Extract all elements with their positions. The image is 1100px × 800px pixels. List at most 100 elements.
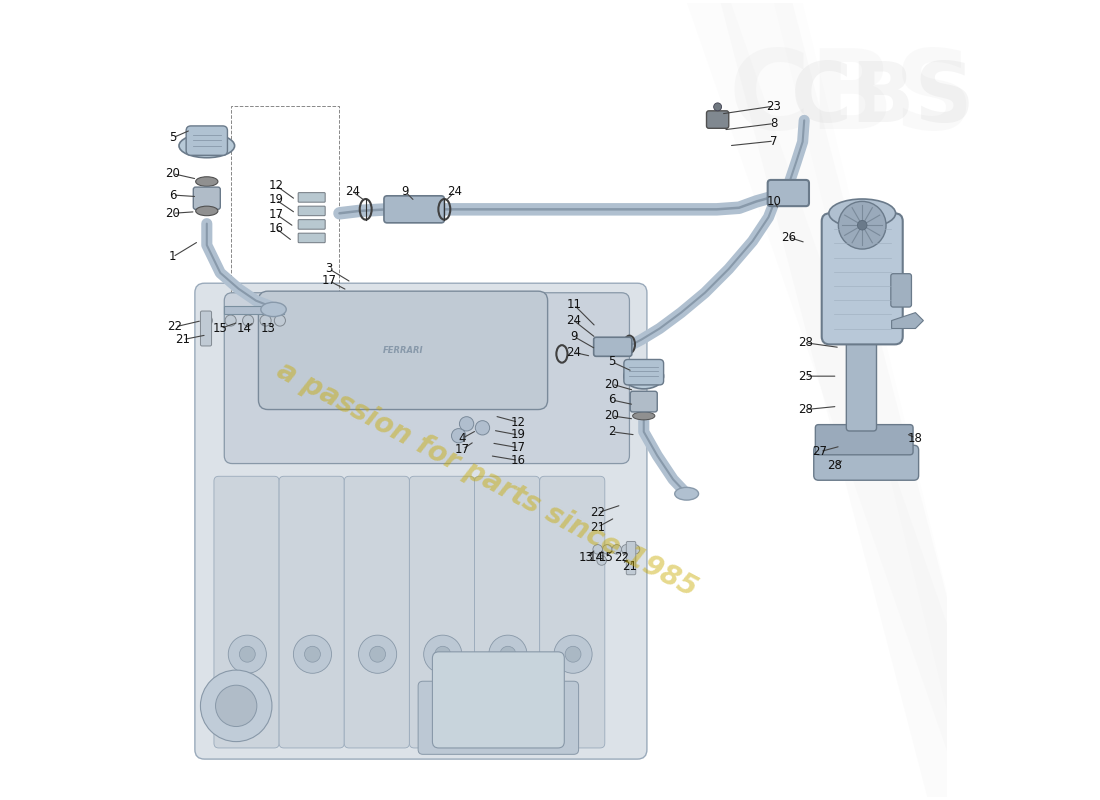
Text: a passion for parts since 1985: a passion for parts since 1985 [272, 356, 702, 602]
Circle shape [621, 545, 631, 554]
FancyBboxPatch shape [891, 274, 912, 307]
FancyBboxPatch shape [706, 111, 728, 128]
Text: 16: 16 [268, 222, 284, 235]
FancyBboxPatch shape [409, 476, 474, 748]
Text: 28: 28 [799, 336, 813, 350]
Text: 17: 17 [321, 274, 337, 287]
Text: 4: 4 [459, 432, 466, 445]
Ellipse shape [674, 487, 698, 500]
Circle shape [475, 421, 490, 435]
Text: 5: 5 [608, 355, 616, 368]
FancyBboxPatch shape [814, 446, 918, 480]
Text: 9: 9 [402, 186, 409, 198]
Circle shape [243, 315, 254, 326]
Circle shape [597, 556, 606, 566]
Ellipse shape [829, 199, 895, 228]
Circle shape [260, 315, 272, 326]
FancyBboxPatch shape [298, 193, 326, 202]
Text: 13: 13 [579, 550, 593, 564]
Circle shape [305, 646, 320, 662]
Text: 10: 10 [767, 195, 781, 208]
FancyBboxPatch shape [298, 220, 326, 229]
Circle shape [216, 686, 257, 726]
Text: 24: 24 [566, 314, 581, 327]
Text: 21: 21 [176, 333, 190, 346]
Circle shape [499, 646, 516, 662]
Text: 3: 3 [326, 262, 333, 275]
Text: 20: 20 [165, 207, 180, 220]
Circle shape [200, 670, 272, 742]
FancyBboxPatch shape [186, 126, 228, 155]
FancyBboxPatch shape [474, 476, 540, 748]
Ellipse shape [196, 206, 218, 216]
FancyBboxPatch shape [298, 206, 326, 216]
FancyBboxPatch shape [626, 542, 636, 574]
Circle shape [858, 221, 867, 230]
Polygon shape [224, 306, 284, 314]
FancyBboxPatch shape [195, 283, 647, 759]
Text: 6: 6 [608, 394, 616, 406]
FancyBboxPatch shape [279, 476, 344, 748]
Text: 18: 18 [908, 432, 923, 445]
Text: 27: 27 [813, 445, 827, 458]
Ellipse shape [261, 302, 286, 317]
Circle shape [240, 646, 255, 662]
Text: 6: 6 [169, 189, 176, 202]
Text: 22: 22 [614, 550, 629, 564]
Text: 2: 2 [608, 426, 616, 438]
Text: 23: 23 [767, 99, 781, 113]
Circle shape [554, 635, 592, 674]
Polygon shape [892, 313, 923, 329]
Text: 21: 21 [621, 560, 637, 574]
Text: 15: 15 [213, 322, 228, 335]
Circle shape [226, 315, 236, 326]
FancyBboxPatch shape [384, 196, 444, 223]
Circle shape [370, 646, 386, 662]
Text: 22: 22 [167, 321, 183, 334]
Text: 14: 14 [236, 322, 252, 335]
FancyBboxPatch shape [298, 233, 326, 242]
Circle shape [565, 646, 581, 662]
Text: 9: 9 [570, 330, 578, 343]
Text: 25: 25 [799, 370, 813, 382]
Circle shape [612, 545, 621, 554]
Text: 24: 24 [566, 346, 581, 359]
Circle shape [460, 417, 474, 431]
Text: CBS: CBS [791, 58, 976, 138]
FancyBboxPatch shape [432, 652, 564, 748]
FancyBboxPatch shape [630, 391, 658, 412]
Text: 22: 22 [591, 506, 605, 519]
Text: 17: 17 [510, 441, 526, 454]
FancyBboxPatch shape [815, 425, 913, 455]
FancyBboxPatch shape [224, 293, 629, 463]
Text: 19: 19 [510, 429, 526, 442]
FancyBboxPatch shape [846, 331, 877, 431]
FancyBboxPatch shape [822, 214, 903, 344]
Text: 12: 12 [510, 416, 526, 429]
Circle shape [593, 545, 603, 554]
Text: 15: 15 [598, 550, 613, 564]
Text: 8: 8 [770, 117, 778, 130]
FancyBboxPatch shape [768, 180, 808, 206]
Circle shape [274, 315, 286, 326]
Ellipse shape [196, 177, 218, 186]
Circle shape [424, 635, 462, 674]
Text: 28: 28 [827, 458, 842, 472]
Ellipse shape [632, 412, 654, 420]
FancyBboxPatch shape [624, 359, 663, 385]
Text: 11: 11 [566, 298, 581, 311]
FancyBboxPatch shape [594, 338, 631, 356]
Text: 20: 20 [605, 410, 619, 422]
Text: 5: 5 [169, 131, 176, 144]
Circle shape [294, 635, 331, 674]
FancyBboxPatch shape [418, 682, 579, 754]
Text: 12: 12 [268, 179, 284, 192]
Text: 24: 24 [345, 186, 361, 198]
Ellipse shape [624, 363, 663, 389]
Text: 19: 19 [268, 194, 284, 206]
FancyBboxPatch shape [258, 291, 548, 410]
Text: 20: 20 [605, 378, 619, 390]
Circle shape [359, 635, 397, 674]
Text: FERRARI: FERRARI [383, 346, 424, 355]
Text: 28: 28 [799, 403, 813, 416]
